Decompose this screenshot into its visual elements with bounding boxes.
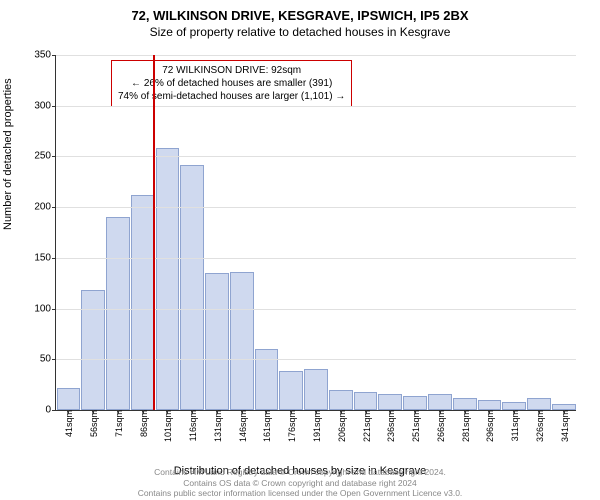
reference-line [153,55,155,410]
y-tick-mark [52,156,56,157]
x-tick-label: 146sqm [236,410,248,442]
bar [378,394,402,410]
x-tick-mark [440,410,441,414]
x-tick-mark [539,410,540,414]
x-tick-label: 176sqm [285,410,297,442]
gridline [56,359,576,360]
bar [478,400,502,410]
y-tick-mark [52,207,56,208]
y-tick-label: 200 [21,202,56,213]
x-tick-label: 341sqm [558,410,570,442]
x-tick-mark [390,410,391,414]
y-tick-label: 300 [21,100,56,111]
chart-container: 72, WILKINSON DRIVE, KESGRAVE, IPSWICH, … [0,0,600,500]
bar [527,398,551,410]
x-tick-mark [217,410,218,414]
x-tick-label: 71sqm [112,410,124,437]
bar [131,195,155,410]
y-tick-mark [52,309,56,310]
x-tick-mark [316,410,317,414]
gridline [56,106,576,107]
bar [230,272,254,410]
bar [428,394,452,410]
gridline [56,309,576,310]
y-tick-label: 150 [21,252,56,263]
x-tick-label: 221sqm [360,410,372,442]
x-tick-label: 41sqm [62,410,74,437]
x-tick-mark [93,410,94,414]
x-tick-mark [465,410,466,414]
y-tick-mark [52,55,56,56]
x-tick-label: 326sqm [533,410,545,442]
bar [57,388,81,410]
footer-line1: Contains HM Land Registry data © Crown c… [0,467,600,477]
x-tick-mark [514,410,515,414]
gridline [56,258,576,259]
y-tick-label: 250 [21,151,56,162]
footer-line2: Contains OS data © Crown copyright and d… [0,478,600,488]
y-tick-label: 50 [21,354,56,365]
gridline [56,55,576,56]
x-tick-mark [242,410,243,414]
x-tick-mark [564,410,565,414]
footer: Contains HM Land Registry data © Crown c… [0,467,600,498]
bar [304,369,328,410]
x-tick-label: 266sqm [434,410,446,442]
plot-area: 72 WILKINSON DRIVE: 92sqm ← 26% of detac… [55,55,576,411]
bars-group [56,55,576,410]
x-tick-label: 86sqm [137,410,149,437]
x-tick-label: 206sqm [335,410,347,442]
x-tick-label: 236sqm [384,410,396,442]
y-axis-label: Number of detached properties [2,78,14,230]
x-tick-mark [143,410,144,414]
bar [279,371,303,410]
y-tick-label: 100 [21,303,56,314]
bar [329,390,353,410]
x-tick-mark [68,410,69,414]
y-tick-label: 0 [21,405,56,416]
x-tick-label: 191sqm [310,410,322,442]
x-tick-mark [291,410,292,414]
x-tick-label: 56sqm [87,410,99,437]
bar [205,273,229,410]
x-tick-label: 311sqm [508,410,520,441]
y-tick-mark [52,410,56,411]
gridline [56,207,576,208]
x-tick-label: 116sqm [186,410,198,441]
x-tick-label: 281sqm [459,410,471,442]
x-tick-mark [167,410,168,414]
bar [180,165,204,410]
x-tick-mark [266,410,267,414]
bar [255,349,279,410]
x-tick-mark [489,410,490,414]
chart-title: 72, WILKINSON DRIVE, KESGRAVE, IPSWICH, … [0,0,600,23]
x-tick-mark [415,410,416,414]
bar [354,392,378,410]
x-tick-mark [192,410,193,414]
x-tick-label: 251sqm [409,410,421,442]
y-tick-mark [52,359,56,360]
y-tick-mark [52,258,56,259]
bar [502,402,526,410]
bar [106,217,130,410]
chart-subtitle: Size of property relative to detached ho… [0,23,600,39]
bar [453,398,477,410]
footer-line3: Contains public sector information licen… [0,488,600,498]
bar [403,396,427,410]
x-tick-label: 101sqm [161,410,173,442]
x-tick-mark [118,410,119,414]
x-tick-label: 296sqm [483,410,495,442]
y-tick-label: 350 [21,50,56,61]
x-tick-label: 131sqm [211,410,223,442]
gridline [56,156,576,157]
y-tick-mark [52,106,56,107]
x-tick-mark [341,410,342,414]
x-tick-mark [366,410,367,414]
x-tick-label: 161sqm [260,410,272,442]
bar [156,148,180,410]
